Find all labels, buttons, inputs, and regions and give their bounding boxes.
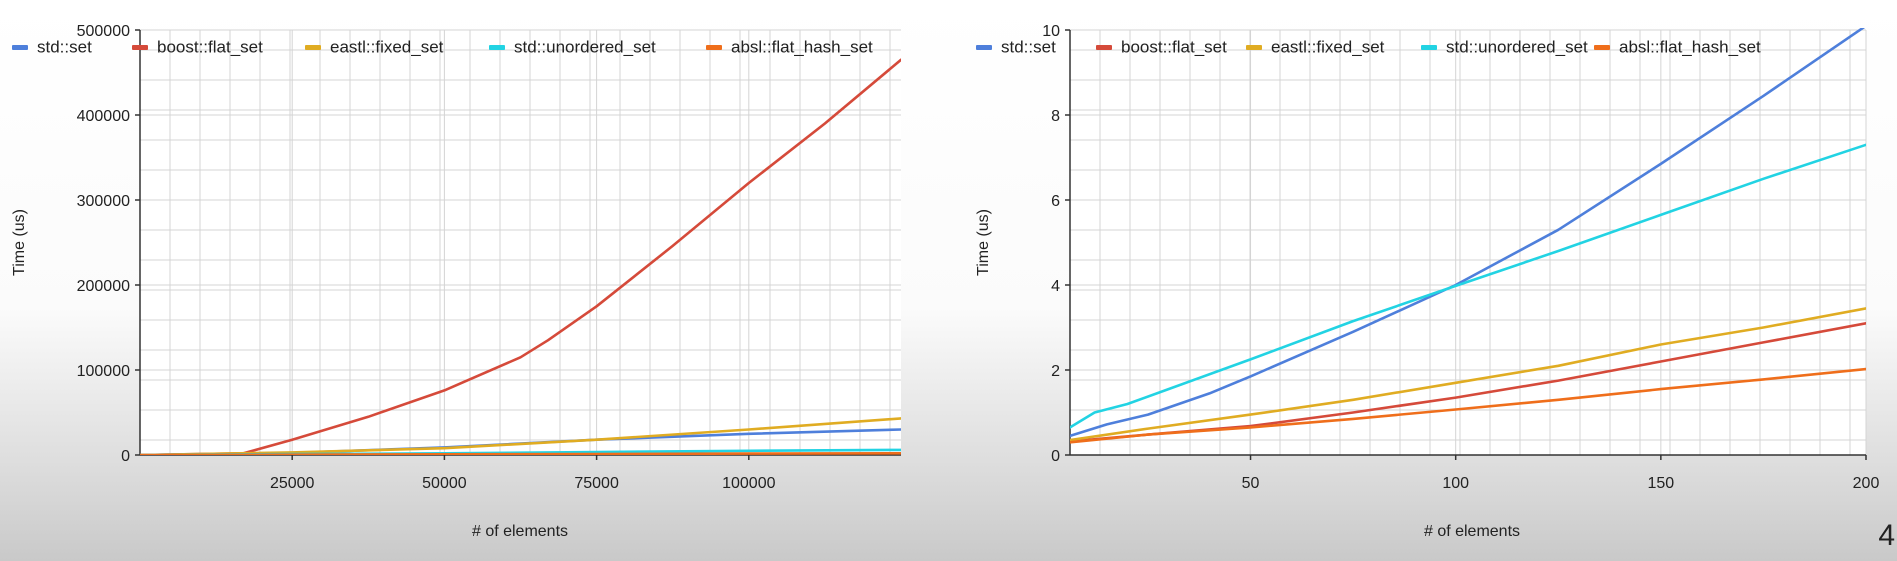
series-group [1070, 28, 1866, 444]
x-tick-label: 25000 [270, 475, 315, 492]
y-axis-title: Time (us) [11, 209, 28, 276]
y-tick-label: 10 [1042, 23, 1060, 40]
legend-swatch [1594, 45, 1610, 50]
legend-swatch [12, 45, 28, 50]
series-line-boost-flat-set [140, 58, 901, 455]
x-tick-label: 50000 [422, 475, 467, 492]
plot-area [140, 30, 901, 455]
slide-number: 4 [1878, 519, 1895, 552]
x-tick-label: 100000 [722, 475, 775, 492]
y-tick-label: 500000 [77, 23, 130, 40]
legend-label: std::unordered_set [1446, 38, 1588, 57]
legend-label: std::set [37, 38, 92, 57]
legend-label: absl::flat_hash_set [1619, 38, 1761, 57]
y-tick-label: 0 [121, 448, 130, 465]
legend-swatch [1421, 45, 1437, 50]
y-axis-title: Time (us) [975, 209, 992, 276]
x-axis-title: # of elements [1424, 523, 1520, 540]
y-tick-label: 8 [1051, 108, 1060, 125]
legend-label: absl::flat_hash_set [731, 38, 873, 57]
y-tick-label: 200000 [77, 278, 130, 295]
legend-label: boost::flat_set [157, 38, 263, 57]
x-tick-label: 75000 [574, 475, 619, 492]
legend-swatch [1246, 45, 1262, 50]
left-line-chart: 0 100000 200000 300000 400000 500000 25000 5000… [11, 23, 901, 540]
x-tick-label: 50 [1242, 475, 1260, 492]
series-line-eastl-fixed-set [1070, 307, 1866, 442]
y-tick-label: 6 [1051, 193, 1060, 210]
y-tick-label: 400000 [77, 108, 130, 125]
y-tick-label: 4 [1051, 278, 1060, 295]
x-tick-label: 100 [1442, 475, 1469, 492]
x-tick-label: 150 [1647, 475, 1674, 492]
legend-swatch [1096, 45, 1112, 50]
x-tick-label: 200 [1853, 475, 1880, 492]
y-tick-label: 300000 [77, 193, 130, 210]
series-group [140, 58, 901, 455]
series-line-absl-flat-hash-set [1070, 367, 1866, 444]
legend-swatch [305, 45, 321, 50]
plot-area [1070, 30, 1866, 455]
series-line-absl-flat-hash-set [140, 452, 901, 455]
legend-label: boost::flat_set [1121, 38, 1227, 57]
legend-label: eastl::fixed_set [330, 38, 444, 57]
right-line-chart: 0 2 4 6 8 10 50 100 150 200 Time (us) # of elements… [975, 23, 1880, 540]
legend: std::set boost::flat_set eastl::fixed_set s… [976, 38, 1761, 57]
y-tick-label: 2 [1051, 363, 1060, 380]
legend-swatch [976, 45, 992, 50]
series-line-std-unordered-set [1070, 143, 1866, 429]
series-line-std-set [1070, 28, 1866, 438]
series-line-eastl-fixed-set [140, 417, 901, 455]
gridlines [140, 29, 901, 456]
legend-label: std::unordered_set [514, 38, 656, 57]
legend-swatch [132, 45, 148, 50]
legend: std::set boost::flat_set eastl::fixed_set s… [12, 38, 873, 57]
legend-swatch [489, 45, 505, 50]
legend-label: eastl::fixed_set [1271, 38, 1385, 57]
legend-swatch [706, 45, 722, 50]
x-axis-title: # of elements [472, 523, 568, 540]
legend-label: std::set [1001, 38, 1056, 57]
y-tick-label: 0 [1051, 448, 1060, 465]
y-tick-label: 100000 [77, 363, 130, 380]
